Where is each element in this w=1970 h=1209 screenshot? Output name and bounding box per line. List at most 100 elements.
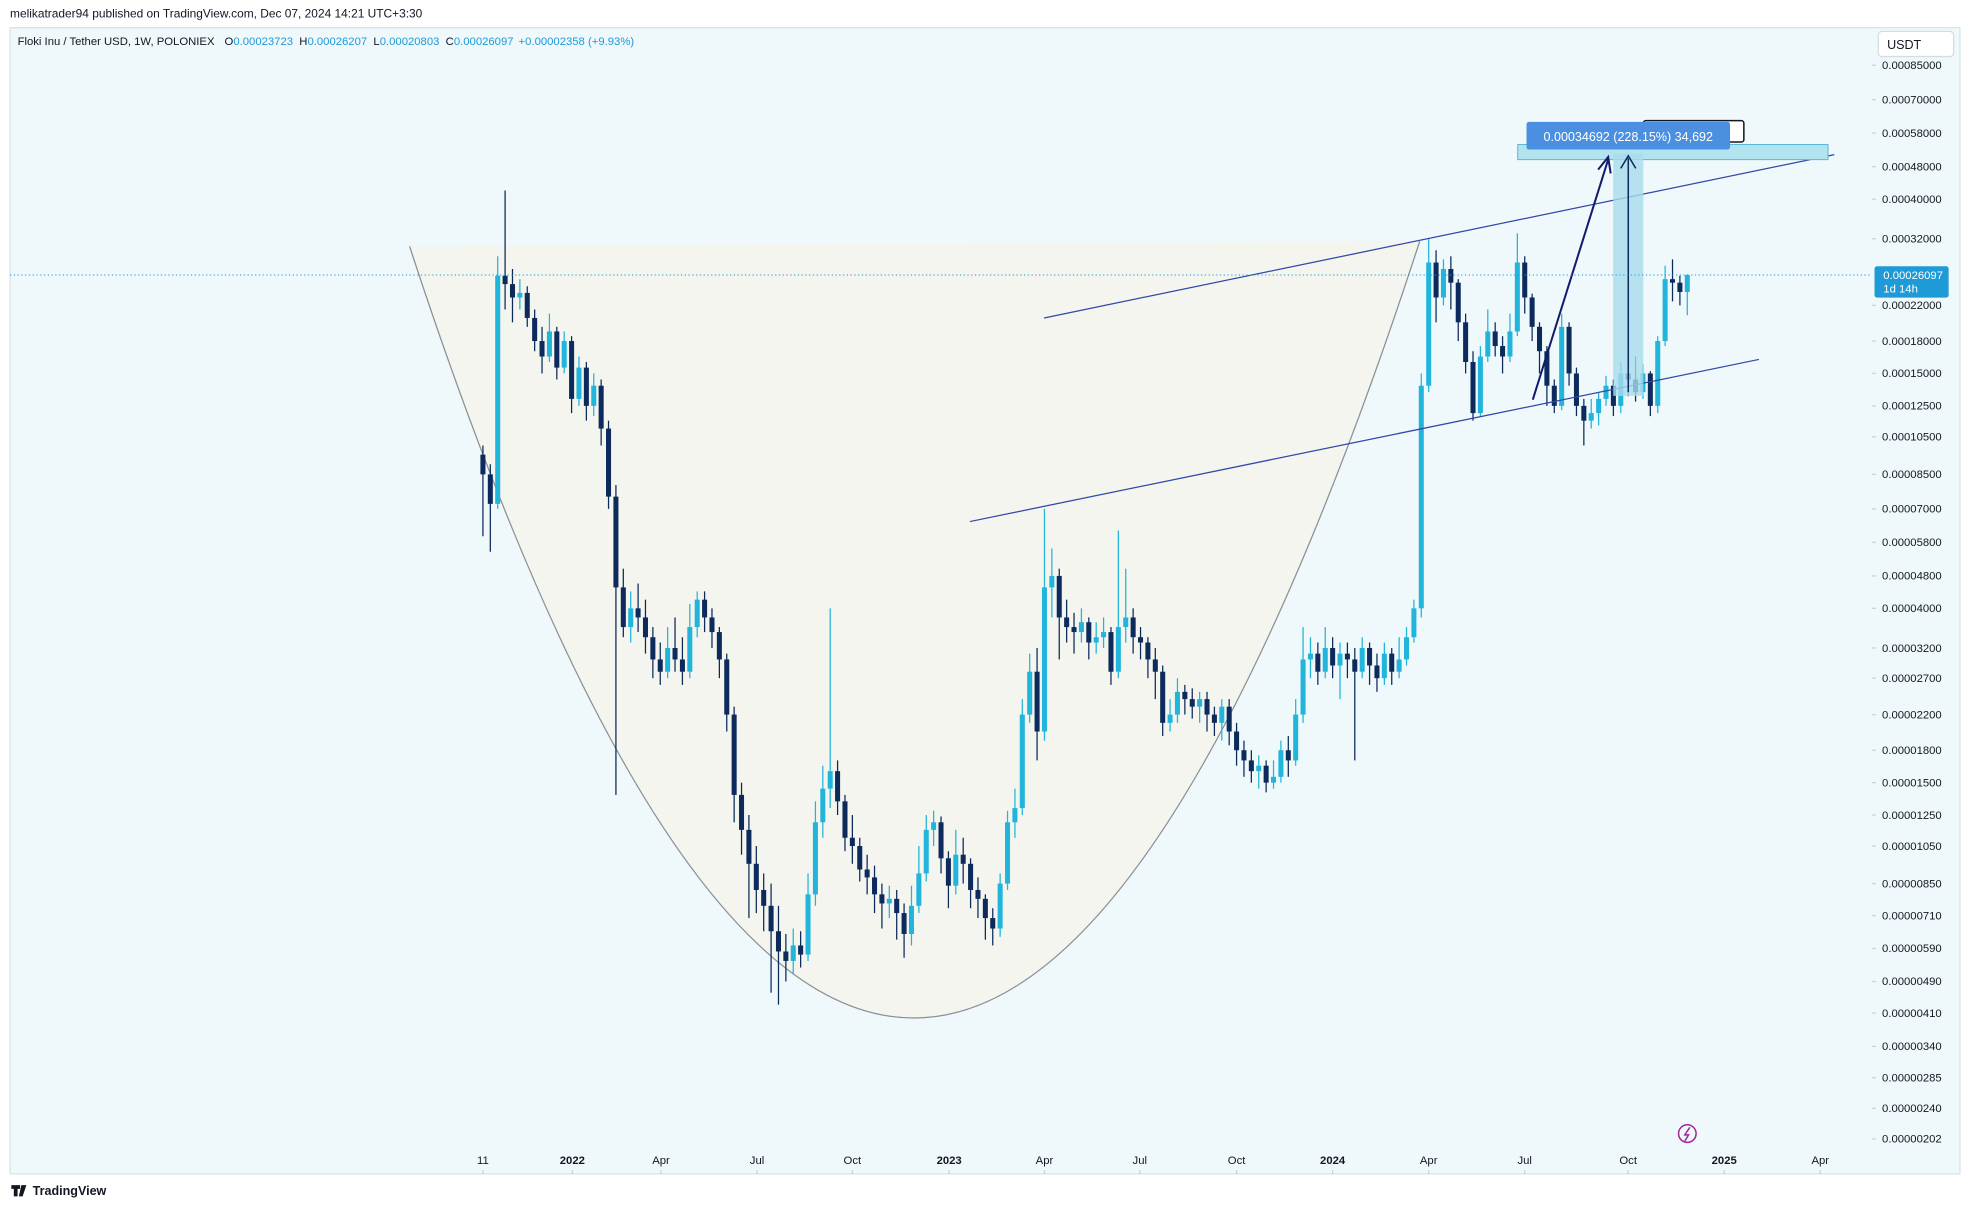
candle-body: [1152, 659, 1158, 672]
candle-body: [1241, 750, 1247, 761]
candle-body: [1529, 297, 1535, 327]
candle-body: [849, 837, 855, 847]
candle-body: [1248, 760, 1254, 772]
candle-body: [1078, 622, 1084, 633]
candle-body: [1669, 279, 1676, 283]
ohlc-key: L: [373, 36, 379, 48]
candle-body: [805, 894, 811, 955]
candle-body: [820, 788, 826, 823]
candles: [480, 190, 1690, 1005]
ohlc-value: 0.00023723: [233, 36, 293, 48]
candle-body: [1477, 356, 1483, 414]
candle-body: [768, 905, 774, 932]
candle-body: [1174, 691, 1180, 715]
candle-body: [1108, 632, 1114, 672]
candle-body: [657, 659, 663, 672]
candle-body: [975, 889, 981, 899]
candle-body: [1189, 699, 1195, 707]
x-tick-label: 2023: [937, 1155, 962, 1167]
candle-body: [1662, 279, 1668, 342]
candle-body: [857, 846, 863, 870]
candle-body: [1566, 326, 1572, 374]
candle-body: [945, 858, 951, 886]
candle-body: [628, 608, 634, 628]
candle-body: [812, 822, 818, 895]
candle-body: [775, 931, 781, 952]
candle-body: [1034, 671, 1040, 732]
candle-body: [990, 918, 996, 929]
candle-body: [1160, 671, 1166, 723]
y-tick-label: 0.00001500: [1882, 777, 1942, 789]
ohlc-value: 0.00026097: [454, 36, 514, 48]
candle-body: [1182, 691, 1188, 700]
last-price-label: 0.00026097: [1883, 270, 1943, 282]
candle-body: [694, 599, 700, 628]
y-tick-label: 0.00018000: [1882, 336, 1942, 348]
candle-body: [546, 331, 552, 357]
candle-body: [1056, 575, 1062, 618]
candle-body: [1684, 275, 1690, 292]
candle-body: [1263, 765, 1269, 783]
last-price-box: [1874, 266, 1949, 298]
candle-body: [1352, 659, 1358, 672]
candle-body: [1647, 373, 1653, 406]
candle-body: [827, 771, 833, 789]
candle-body: [1507, 331, 1513, 357]
candle-body: [487, 474, 493, 504]
legend: Floki Inu / Tether USD, 1W, POLONIEX O0.0…: [18, 36, 635, 48]
time-axis: 11 2022 Apr Jul Oct 2023 Apr Jul Oct 2024 Apr Jul Oc…: [477, 1155, 1829, 1174]
y-tick-label: 0.00000202: [1882, 1134, 1942, 1146]
ohlc-key: H: [299, 36, 307, 48]
price-axis: 0.00085000 0.00070000 0.00058000 0.00048000…: [1872, 60, 1942, 1146]
y-tick-label: 0.00058000: [1882, 128, 1942, 140]
candle-body: [997, 883, 1003, 929]
candle-body: [672, 647, 678, 660]
candle-body: [1300, 659, 1306, 715]
candle-body: [613, 496, 619, 588]
candle-body: [1271, 776, 1277, 783]
candle-body: [1470, 361, 1476, 414]
x-tick-label: Oct: [1619, 1155, 1637, 1167]
alert-icon[interactable]: [1677, 1124, 1697, 1144]
measure-label-box: [1526, 121, 1731, 150]
alert-bolt: [1683, 1126, 1691, 1142]
candle-body: [968, 863, 974, 890]
y-tick-label: 0.00004000: [1882, 603, 1942, 615]
y-tick-label: 0.00008500: [1882, 469, 1942, 481]
candle-body: [886, 898, 892, 904]
ohlc-key: C: [446, 36, 454, 48]
candle-body: [731, 714, 737, 795]
ohlc-readout: O0.00023723 H0.00026207 L0.00020803 C0.0002…: [225, 36, 514, 48]
candle-body: [1285, 750, 1291, 761]
cup-curve: [408, 241, 1421, 1019]
x-tick-label: Oct: [1228, 1155, 1246, 1167]
candle-body: [561, 341, 567, 368]
candle-body: [1492, 331, 1498, 347]
candle-body: [1167, 714, 1173, 723]
y-tick-label: 0.00002700: [1882, 673, 1942, 685]
y-tick-label: 0.00032000: [1882, 234, 1942, 246]
candle-body: [1418, 385, 1424, 609]
candle-body: [879, 894, 885, 904]
candle-body: [1433, 262, 1439, 298]
y-tick-label: 0.00048000: [1882, 162, 1942, 174]
x-tick-label: Apr: [1420, 1155, 1438, 1167]
candle-body: [517, 292, 523, 298]
candle-body: [1389, 653, 1395, 672]
candle-body: [1448, 268, 1454, 283]
candle-body: [1145, 642, 1151, 660]
candle-body: [591, 385, 597, 406]
candle-body: [1374, 665, 1380, 679]
ohlc-key: O: [225, 36, 234, 48]
y-tick-label: 0.00000590: [1882, 943, 1942, 955]
candle-body: [532, 317, 538, 342]
y-tick-label: 0.00001050: [1882, 841, 1942, 853]
candle-body: [665, 647, 671, 672]
candle-body: [1256, 765, 1262, 772]
candle-body: [1315, 653, 1321, 672]
currency-label: USDT: [1887, 38, 1921, 52]
currency-box[interactable]: [1877, 30, 1955, 58]
y-tick-label: 0.00000710: [1882, 910, 1942, 922]
